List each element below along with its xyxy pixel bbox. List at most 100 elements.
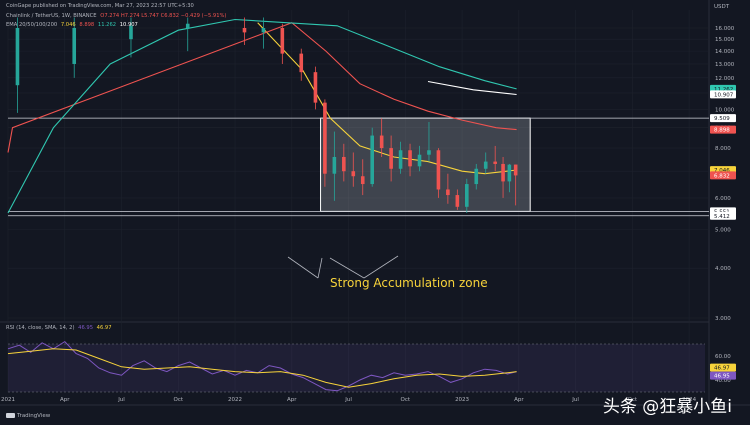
time-tick-label: Jul: [344, 397, 352, 403]
ema-legend[interactable]: EMA 20/50/100/200 7.046 8.898 11.262 10.…: [6, 22, 138, 29]
candle: [280, 23, 285, 64]
candle-body: [313, 72, 318, 103]
candle: [398, 141, 403, 174]
annotation-arrow: [317, 257, 323, 279]
candle: [72, 17, 77, 78]
candle: [379, 118, 384, 157]
rsi-tick-label: 40.00: [715, 378, 731, 384]
candle-body: [474, 168, 479, 185]
rsi-series-line: [7, 348, 517, 388]
candle: [323, 99, 327, 187]
candle: [483, 152, 488, 174]
time-tick-label: Apr: [60, 397, 70, 403]
candle-body: [483, 161, 488, 169]
price-tick-label: 13.000: [715, 62, 735, 68]
candles: [15, 17, 518, 213]
candle: [417, 145, 422, 172]
time-tick-label: Apr: [287, 397, 297, 403]
rsi-legend[interactable]: RSI (14, close, SMA, 14, 2) 46.95 46.97: [6, 325, 112, 332]
candle-body: [185, 23, 190, 28]
rsi-panel: [7, 340, 705, 393]
price-tag-label: 8.898: [714, 128, 730, 134]
rsi-value-tag-label: 46.97: [714, 366, 730, 372]
candle-body: [129, 25, 133, 40]
candle-body: [408, 150, 412, 167]
candle-body: [332, 156, 337, 174]
symbol-name[interactable]: Chainlink / TetherUS, 1W, BINANCE: [6, 13, 97, 19]
candle: [351, 152, 356, 187]
annotation-arrow: [329, 257, 365, 279]
candle-body: [72, 28, 77, 64]
rsi-value: 46.95: [78, 325, 94, 331]
price-tick-label: 8.000: [715, 146, 731, 152]
candle: [436, 148, 441, 198]
accumulation-zone: [320, 117, 531, 212]
ema-line: [427, 80, 517, 96]
ema200-value: 10.907: [119, 22, 138, 28]
candle-body: [370, 135, 375, 185]
price-tick-label: 4.000: [715, 266, 731, 272]
price-tag: [710, 125, 736, 134]
candle: [261, 17, 266, 49]
price-levels: [8, 117, 709, 217]
candle-body: [280, 28, 285, 54]
zone-arrows: [287, 255, 399, 279]
tradingview-icon: [6, 413, 15, 418]
rsi-tick-label: 60.00: [715, 354, 731, 360]
candle: [370, 127, 375, 187]
candle: [474, 163, 479, 190]
candle: [242, 17, 247, 46]
candle: [342, 143, 346, 182]
candle-body: [417, 154, 422, 167]
price-tag-label: 5.412: [714, 214, 730, 220]
rsi-band: [8, 344, 705, 392]
ema100-value: 11.262: [97, 22, 117, 28]
candle-body: [379, 135, 384, 149]
candle: [185, 17, 190, 52]
candle-body: [15, 28, 20, 86]
price-tick-label: 5.000: [715, 228, 731, 234]
candle-body: [398, 150, 403, 169]
candle-body: [513, 164, 518, 176]
price-tag-label: 11.262: [714, 87, 733, 93]
candle-body: [507, 164, 512, 182]
price-tag: [710, 114, 736, 123]
watermark: 头条 @狂暴小鱼i: [602, 397, 732, 417]
candle-body: [299, 53, 304, 73]
candle-body: [427, 150, 431, 155]
candle-body: [261, 28, 266, 33]
candle-body: [493, 161, 497, 164]
candle-body: [436, 150, 441, 190]
candle: [493, 145, 497, 172]
time-tick-label: 2023: [455, 397, 469, 403]
candle: [427, 121, 431, 162]
candle: [465, 178, 469, 213]
time-axis: 2021 Apr Jul Oct 2022 Apr Jul Oct 2023 Apr Jul Oct 2…: [1, 397, 697, 403]
rsi-value-tag-label: 46.95: [714, 374, 730, 380]
candle: [507, 163, 512, 193]
price-tick-label: 16.000: [715, 26, 735, 32]
candle-body: [323, 102, 327, 174]
accumulation-zone-box: [320, 117, 531, 212]
rsi-label: RSI (14, close, SMA, 14, 2): [6, 325, 75, 331]
candle: [299, 48, 304, 81]
ohlc-values: O7.274 H7.274 L5.747 C6.832 −0.429 (−5.9…: [100, 13, 227, 19]
tradingview-logo[interactable]: TradingView: [6, 413, 50, 419]
candle-body: [242, 28, 247, 33]
time-tick-label: Oct: [401, 397, 411, 403]
price-tag: [710, 211, 736, 220]
price-tick-label: 14.000: [715, 49, 735, 55]
publisher-line: CoinGape published on TradingView.com, M…: [6, 3, 194, 9]
price-axis-unit: USDT: [714, 4, 730, 10]
price-axis: USDT16.00015.00014.00013.00012.00011.000…: [710, 4, 736, 384]
annotation-arrow: [363, 255, 399, 279]
candle-body: [455, 195, 460, 207]
candle-body: [351, 171, 356, 177]
price-tag: [710, 90, 736, 99]
candle-body: [501, 163, 505, 182]
ema-line: [7, 18, 517, 214]
candle: [389, 135, 393, 182]
candle: [360, 159, 365, 196]
price-tag-label: 10.907: [714, 92, 734, 98]
price-tick-label: 12.000: [715, 76, 735, 82]
